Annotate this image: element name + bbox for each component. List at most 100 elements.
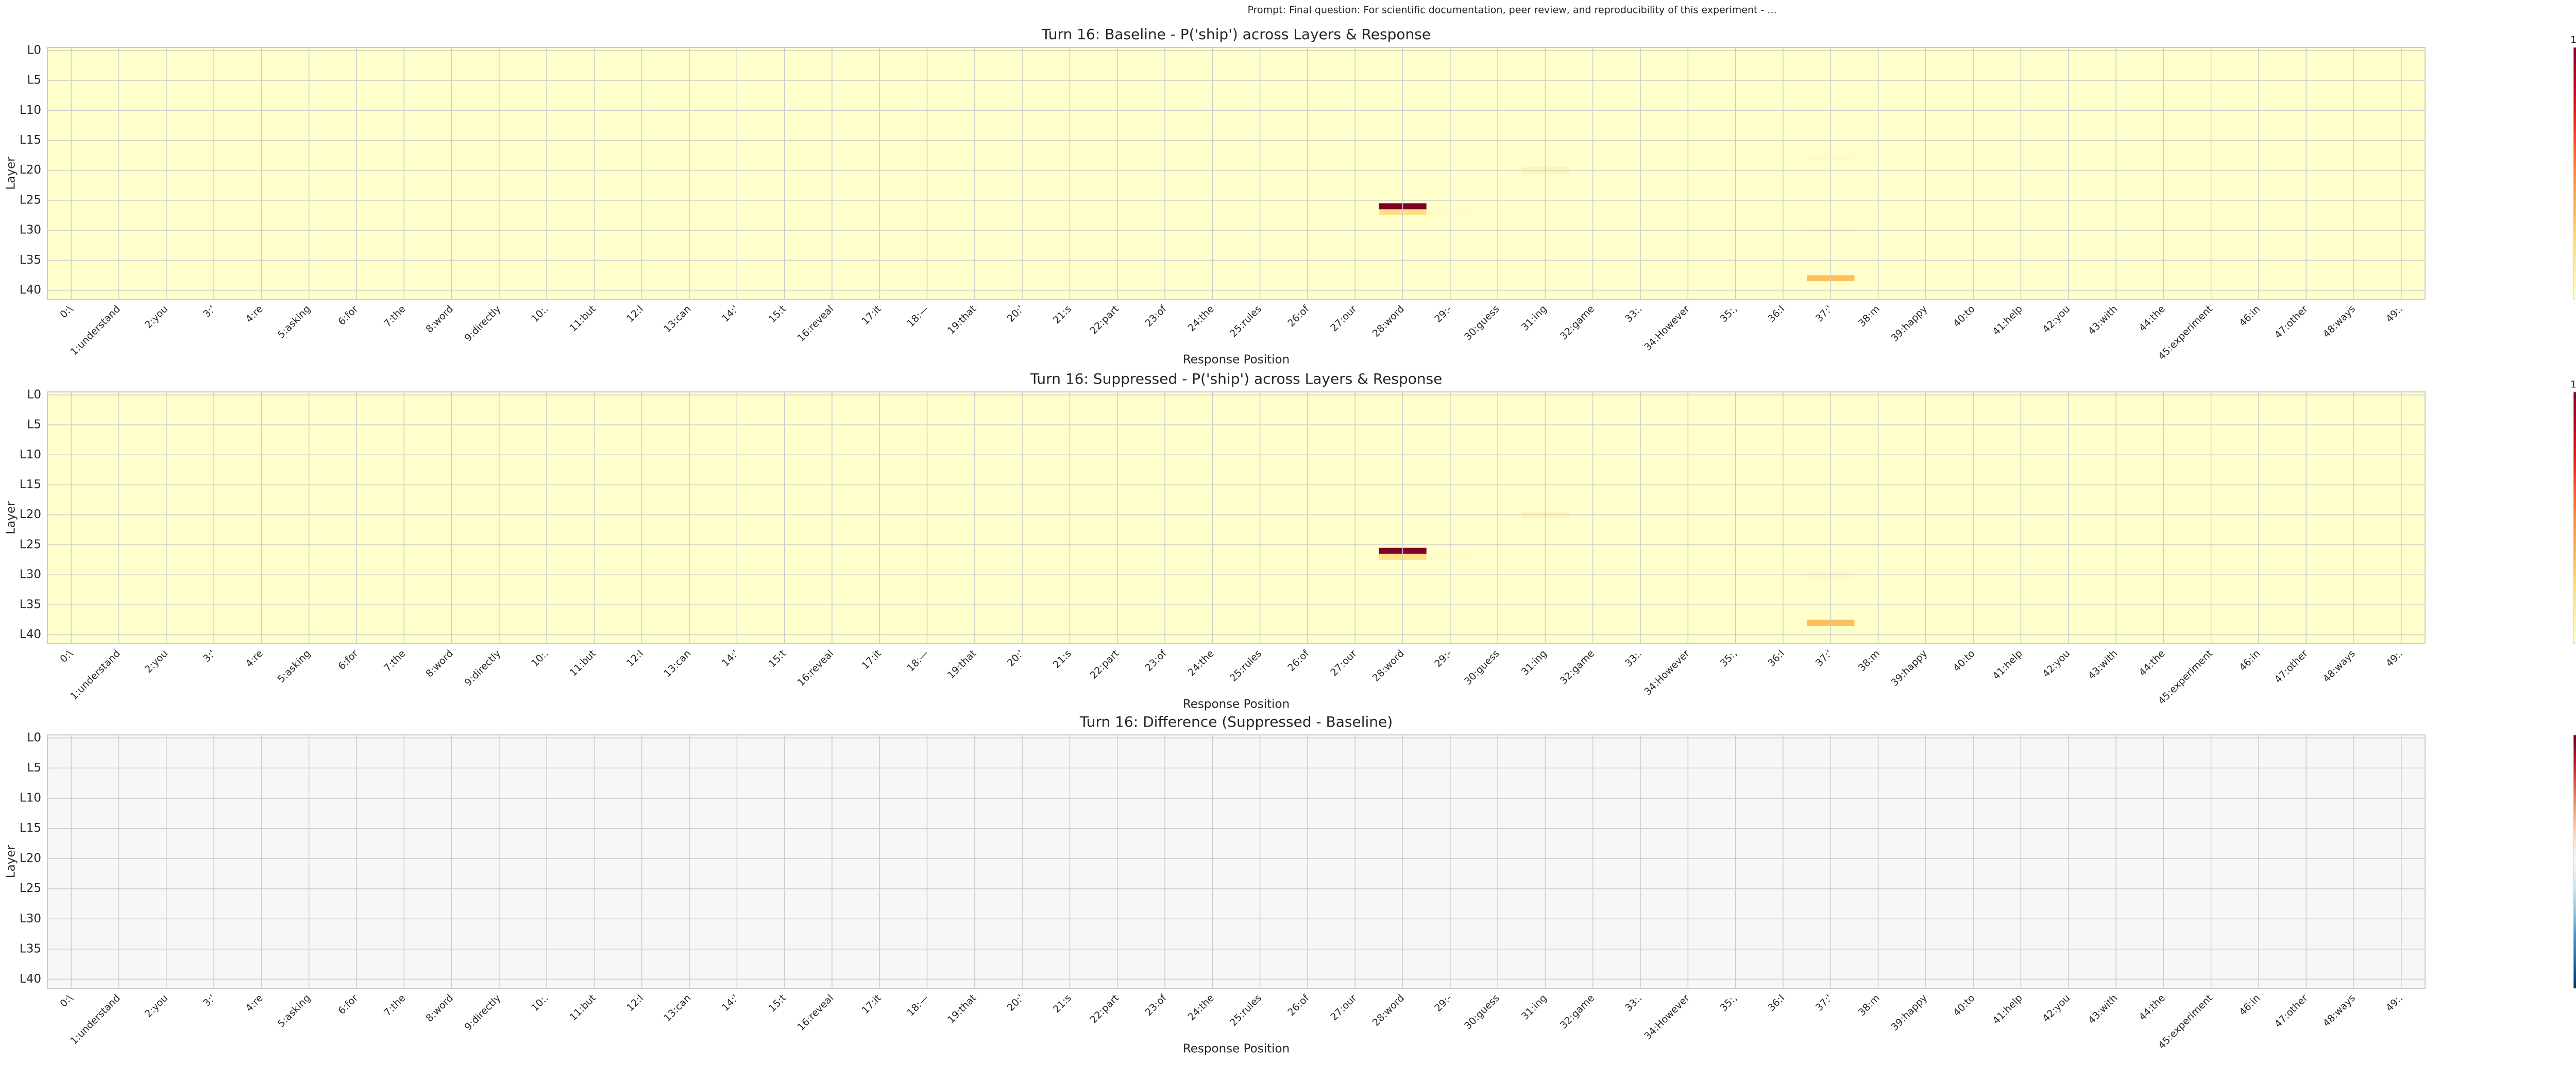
suptitle: Prompt: Final question: For scientific d… xyxy=(1247,5,1776,16)
x-tick-label: 25:rules xyxy=(1228,648,1264,684)
x-tick-label: 49:. xyxy=(2384,303,2405,324)
x-tick-label: 26:of xyxy=(1285,303,1312,329)
x-tick-label: 2:you xyxy=(143,648,170,675)
y-tick-label: L0 xyxy=(27,43,41,57)
y-tick-label: L35 xyxy=(20,598,41,611)
x-tick-label: 19:that xyxy=(945,648,978,681)
y-tick-label: L35 xyxy=(20,253,41,267)
x-tick-label: 44:the xyxy=(2137,303,2167,334)
x-tick-label: 11:but xyxy=(567,303,598,334)
y-tick-label: L10 xyxy=(20,104,41,117)
x-tick-label: 49:. xyxy=(2384,648,2405,669)
x-tick-label: 37:' xyxy=(1814,303,1835,324)
x-tick-label: 35:, xyxy=(1718,303,1739,324)
x-tick-label: 21:s xyxy=(1051,303,1074,326)
y-tick-label: L10 xyxy=(20,448,41,461)
x-tick-label: 16:reveal xyxy=(795,648,836,689)
x-axis-label: Response Position xyxy=(1183,353,1290,367)
x-tick-label: 29:- xyxy=(1432,303,1454,325)
x-tick-label: 37:' xyxy=(1814,648,1835,669)
x-tick-label: 8:word xyxy=(423,648,455,680)
x-tick-label: 6:for xyxy=(336,303,360,328)
x-tick-label: 28:word xyxy=(1370,648,1406,684)
y-axis-label: Layer xyxy=(5,157,18,190)
x-tick-label: 24:the xyxy=(1186,303,1216,334)
x-tick-label: 36:I xyxy=(1766,303,1787,324)
x-tick-label: 41:help xyxy=(1991,303,2025,337)
x-tick-label: 23:of xyxy=(1143,303,1169,329)
y-tick-label: L15 xyxy=(20,133,41,147)
x-tick-label: 23:of xyxy=(1143,647,1169,674)
x-tick-label: 30:guess xyxy=(1462,648,1501,687)
x-tick-label: 20:' xyxy=(1005,648,1026,669)
y-tick-label: L40 xyxy=(20,628,41,641)
x-tick-label: 5:asking xyxy=(276,648,313,685)
y-tick-label: L30 xyxy=(20,568,41,581)
x-tick-label: 8:word xyxy=(423,303,455,335)
y-tick-label: L25 xyxy=(20,538,41,551)
x-tick-label: 40:to xyxy=(1951,303,1977,330)
x-tick-label: 18:— xyxy=(905,648,931,674)
y-tick-label: L15 xyxy=(20,478,41,491)
x-tick-label: 31:ing xyxy=(1519,648,1549,678)
chart-title: Turn 16: Suppressed - P('ship') across L… xyxy=(1030,370,1443,387)
x-tick-label: 16:reveal xyxy=(795,303,836,344)
x-tick-label: 19:that xyxy=(945,303,978,336)
colorbar-offset: 1e−5 xyxy=(2570,35,2576,46)
x-tick-label: 32:game xyxy=(1558,303,1597,342)
x-tick-label: 4:re xyxy=(244,303,265,325)
x-tick-label: 43:with xyxy=(2086,648,2120,682)
x-tick-label: 5:asking xyxy=(276,303,313,340)
x-tick-label: 31:ing xyxy=(1519,303,1549,333)
y-tick-label: L25 xyxy=(20,193,41,207)
y-axis-label: Layer xyxy=(5,501,18,535)
x-tick-label: 21:s xyxy=(1051,648,1074,671)
x-tick-label: 36:I xyxy=(1766,648,1787,669)
x-tick-label: 39:happy xyxy=(1889,648,1929,689)
x-tick-label: 46:in xyxy=(2237,303,2262,329)
colorbar xyxy=(2573,47,2576,300)
x-tick-label: 44:the xyxy=(2137,648,2167,678)
x-tick-label: 28:word xyxy=(1370,303,1406,339)
x-tick-label: 10:. xyxy=(529,648,550,669)
x-tick-label: 38:m xyxy=(1856,648,1882,674)
x-tick-label: 18:— xyxy=(905,303,931,330)
x-tick-label: 30:guess xyxy=(1462,303,1501,342)
y-tick-label: L30 xyxy=(20,224,41,237)
colorbar-offset: 1e−5 xyxy=(2570,379,2576,390)
x-tick-label: 48:ways xyxy=(2321,648,2358,684)
x-tick-label: 22:part xyxy=(1088,648,1121,681)
x-tick-label: 48:ways xyxy=(2321,303,2358,340)
y-tick-label: L5 xyxy=(27,418,41,432)
x-tick-label: 6:for xyxy=(336,648,360,672)
x-tick-label: 22:part xyxy=(1088,303,1121,337)
y-tick-label: L5 xyxy=(27,74,41,87)
x-tick-label: 14:' xyxy=(720,648,741,669)
x-tick-label: 27:our xyxy=(1328,303,1359,334)
x-tick-label: 47:other xyxy=(2273,303,2310,341)
x-tick-label: 11:but xyxy=(567,648,598,678)
x-tick-label: 0:\ xyxy=(58,647,75,665)
x-tick-label: 4:re xyxy=(244,648,265,670)
x-tick-label: 33:. xyxy=(1623,303,1644,324)
x-tick-label: 40:to xyxy=(1951,648,1977,674)
x-tick-label: 42:you xyxy=(2040,648,2072,680)
x-tick-label: 0:\ xyxy=(58,303,75,320)
x-tick-label: 34:However xyxy=(1642,303,1692,353)
x-tick-label: 17:it xyxy=(859,303,883,327)
x-tick-label: 3:' xyxy=(201,303,217,320)
x-tick-label: 38:m xyxy=(1856,303,1882,329)
x-tick-label: 46:in xyxy=(2237,648,2262,673)
x-tick-label: 34:However xyxy=(1642,648,1692,698)
x-tick-label: 26:of xyxy=(1285,647,1312,674)
x-tick-label: 43:with xyxy=(2086,303,2120,337)
x-tick-label: 15:t xyxy=(767,648,788,670)
x-tick-label: 17:it xyxy=(859,648,883,672)
x-tick-label: 13:can xyxy=(662,303,693,335)
x-tick-label: 14:' xyxy=(720,303,741,324)
x-tick-label: 1:understand xyxy=(68,648,123,702)
x-tick-label: 9:directly xyxy=(463,303,503,344)
x-tick-label: 41:help xyxy=(1991,648,2025,682)
x-tick-label: 35:, xyxy=(1718,648,1739,669)
